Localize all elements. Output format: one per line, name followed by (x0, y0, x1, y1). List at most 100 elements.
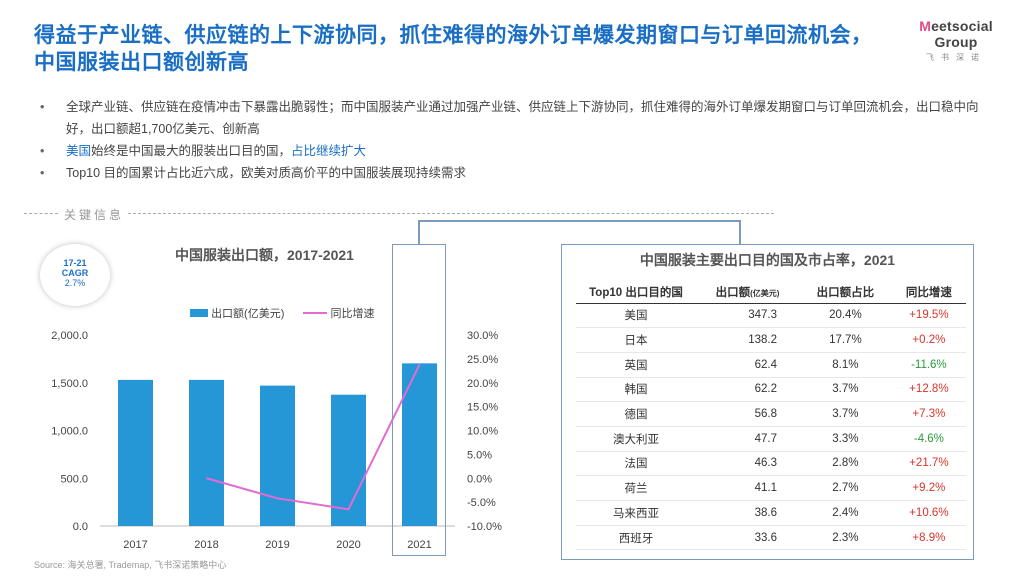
table-row: 美国 347.3 20.4% +19.5% (576, 303, 966, 329)
value-cell: 56.8 (696, 401, 799, 427)
growth-cell: +8.9% (891, 525, 966, 551)
country-cell: 英国 (576, 352, 696, 378)
column-header: 出口额(亿美元) (696, 281, 799, 304)
legend-line-label: 同比增速 (330, 308, 375, 320)
share-cell: 2.7% (798, 475, 892, 501)
country-cell: 日本 (576, 327, 696, 353)
connector-line (739, 220, 741, 244)
y-left-tick-label: 1,500.0 (51, 378, 88, 390)
value-cell: 46.3 (696, 451, 799, 477)
y-right-tick-label: 5.0% (467, 449, 492, 461)
country-cell: 美国 (576, 303, 696, 329)
share-cell: 3.7% (798, 377, 892, 403)
bullet-item: • 全球产业链、供应链在疫情冲击下暴露出脆弱性；而中国服装产业通过加强产业链、供应… (40, 100, 979, 136)
bullet-item: • 美国始终是中国最大的服装出口目的国，占比继续扩大 (40, 144, 367, 158)
share-cell: 2.3% (798, 525, 892, 551)
cagr-badge: 17-21 CAGR 2.7% (40, 244, 110, 306)
table-row: 法国 46.3 2.8% +21.7% (576, 451, 966, 477)
key-info-divider: 关键信息 (24, 206, 774, 222)
bar-2019 (260, 385, 295, 526)
y-left-tick-label: 0.0 (73, 521, 88, 533)
table-row: 西班牙 33.6 2.3% +8.9% (576, 525, 966, 551)
y-right-tick-label: 20.0% (467, 378, 498, 390)
bar-2020 (331, 394, 366, 526)
value-cell: 62.4 (696, 352, 799, 378)
growth-cell: +7.3% (891, 401, 966, 427)
value-cell: 38.6 (696, 500, 799, 526)
country-cell: 法国 (576, 451, 696, 477)
country-cell: 韩国 (576, 377, 696, 403)
y-right-tick-label: 25.0% (467, 354, 498, 366)
page-title: 得益于产业链、供应链的上下游协同，抓住难得的海外订单爆发期窗口与订单回流机会，中… (34, 24, 873, 74)
y-right-tick-label: 0.0% (467, 473, 492, 485)
y-right-tick-label: -5.0% (467, 497, 496, 509)
value-cell: 41.1 (696, 475, 799, 501)
source-note: Source: 海关总署, Trademap, 飞书深诺策略中心 (34, 560, 227, 570)
column-header: 出口额占比 (798, 281, 892, 304)
value-cell: 33.6 (696, 525, 799, 551)
y-right-tick-label: 15.0% (467, 402, 498, 414)
country-cell: 西班牙 (576, 525, 696, 551)
x-tick-label: 2017 (123, 539, 147, 551)
share-cell: 2.4% (798, 500, 892, 526)
destination-table: Top10 出口目的国 出口额(亿美元) 出口额占比 同比增速 美国 347.3 2… (576, 281, 966, 551)
growth-cell: +19.5% (891, 303, 966, 329)
table-row: 日本 138.2 17.7% +0.2% (576, 327, 966, 353)
column-header: Top10 出口目的国 (576, 281, 696, 304)
growth-cell: +21.7% (891, 451, 966, 477)
growth-cell: +10.6% (891, 500, 966, 526)
legend-bar-swatch (190, 309, 208, 317)
country-cell: 马来西亚 (576, 500, 696, 526)
table-row: 韩国 62.2 3.7% +12.8% (576, 377, 966, 403)
legend-bar-label: 出口额(亿美元) (211, 308, 285, 320)
table-row: 马来西亚 38.6 2.4% +10.6% (576, 500, 966, 526)
highlight-2021-box (392, 244, 446, 556)
growth-line (206, 364, 421, 511)
table-title: 中国服装主要出口目的国及市占率，2021 (639, 252, 896, 268)
value-cell: 347.3 (696, 303, 799, 329)
y-left-tick-label: 2,000.0 (51, 330, 88, 342)
growth-cell: +0.2% (891, 327, 966, 353)
share-cell: 3.3% (798, 426, 892, 452)
y-left-tick-label: 1,000.0 (51, 426, 88, 438)
value-cell: 62.2 (696, 377, 799, 403)
value-cell: 138.2 (696, 327, 799, 353)
bar-2018 (189, 379, 224, 526)
country-cell: 澳大利亚 (576, 426, 696, 452)
table-row: 荷兰 41.1 2.7% +9.2% (576, 475, 966, 501)
x-tick-label: 2018 (194, 539, 218, 551)
connector-line (418, 220, 420, 244)
growth-cell: +9.2% (891, 475, 966, 501)
country-cell: 荷兰 (576, 475, 696, 501)
share-cell: 8.1% (798, 352, 892, 378)
bar-2017 (118, 379, 153, 526)
growth-cell: +12.8% (891, 377, 966, 403)
key-points-list: • 全球产业链、供应链在疫情冲击下暴露出脆弱性；而中国服装产业通过加强产业链、供应… (36, 96, 986, 184)
destination-table-panel: 中国服装主要出口目的国及市占率，2021 Top10 出口目的国 出口额(亿美元… (561, 244, 974, 560)
table-row: 德国 56.8 3.7% +7.3% (576, 401, 966, 427)
value-cell: 47.7 (696, 426, 799, 452)
table-row: 澳大利亚 47.7 3.3% -4.6% (576, 426, 966, 452)
column-header: 同比增速 (891, 281, 966, 304)
connector-line (418, 220, 741, 222)
growth-cell: -4.6% (891, 426, 966, 452)
y-right-tick-label: 30.0% (467, 330, 498, 342)
x-tick-label: 2021 (407, 539, 431, 551)
y-right-tick-label: 10.0% (467, 426, 498, 438)
legend-line-swatch (303, 312, 328, 314)
share-cell: 20.4% (798, 303, 892, 329)
chart-title: 中国服装出口额，2017-2021 (175, 247, 354, 263)
share-cell: 2.8% (798, 451, 892, 477)
x-tick-label: 2019 (265, 539, 289, 551)
company-logo: Meetsocial Group 飞书深诺 (919, 18, 993, 62)
share-cell: 3.7% (798, 401, 892, 427)
table-row: 英国 62.4 8.1% -11.6% (576, 352, 966, 378)
country-cell: 德国 (576, 401, 696, 427)
bullet-item: • Top10 目的国累计占比近六成，欧美对质高价平的中国服装展现持续需求 (40, 166, 467, 180)
chart-legend: 出口额(亿美元) 同比增速 (190, 305, 375, 321)
y-right-tick-label: -10.0% (467, 521, 502, 533)
y-left-tick-label: 500.0 (60, 473, 88, 485)
x-tick-label: 2020 (336, 539, 360, 551)
growth-cell: -11.6% (891, 352, 966, 378)
